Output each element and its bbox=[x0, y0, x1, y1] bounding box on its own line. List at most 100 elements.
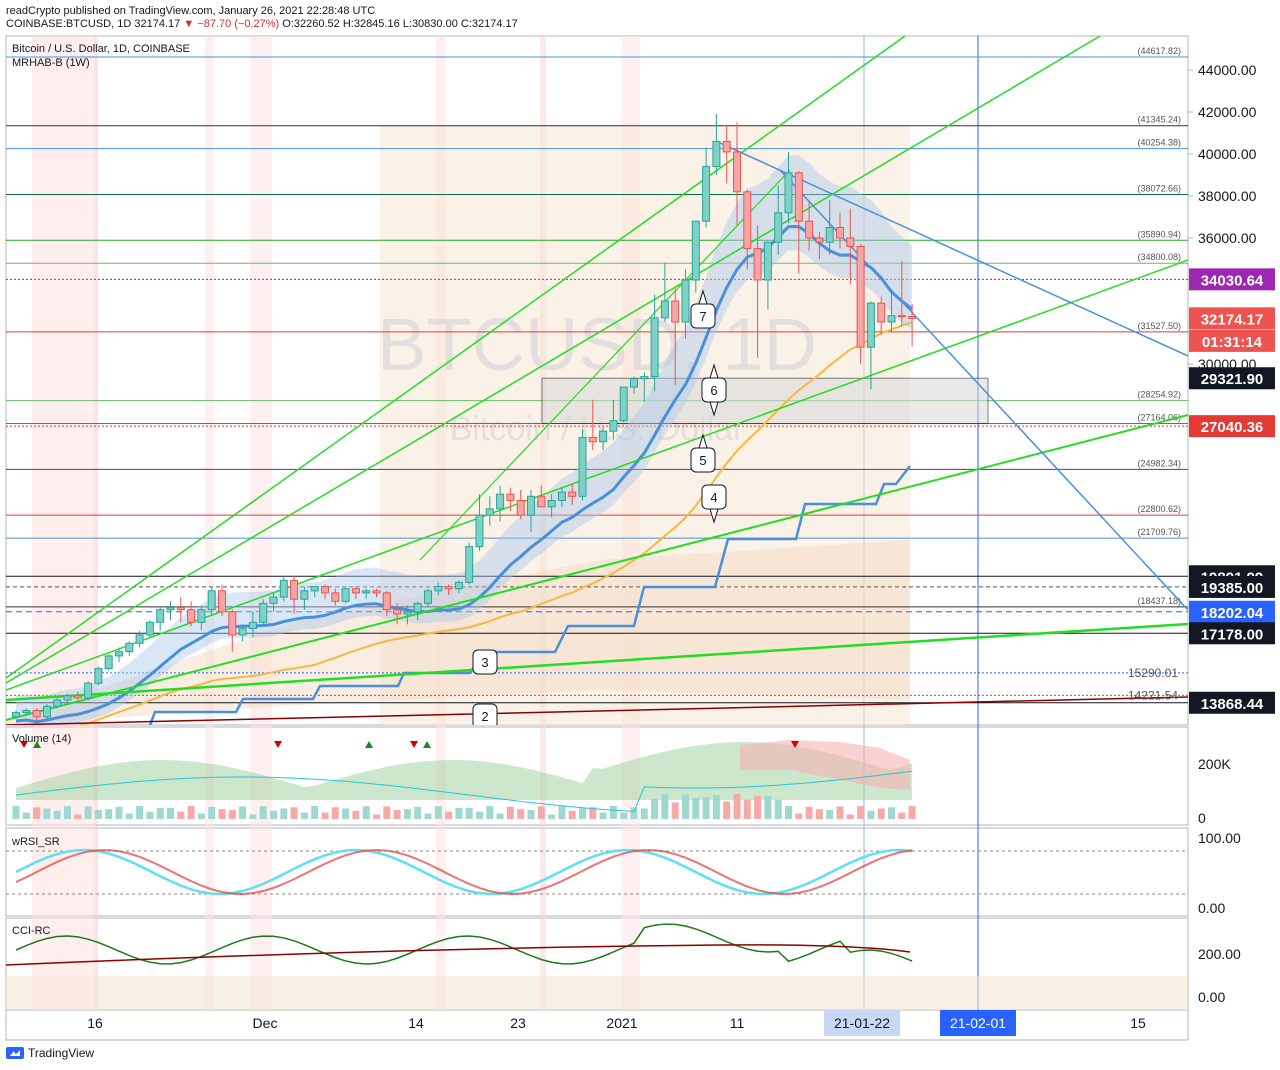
candle bbox=[331, 588, 340, 606]
x-tick-label: 15 bbox=[1130, 1015, 1146, 1031]
candle bbox=[578, 429, 587, 501]
candle-body bbox=[856, 245, 865, 348]
candle bbox=[32, 708, 41, 721]
chart-title: Bitcoin / U.S. Dollar, 1D, COINBASE bbox=[12, 43, 190, 55]
volume-bar bbox=[754, 795, 762, 819]
candle-body bbox=[568, 491, 577, 497]
candle bbox=[84, 681, 93, 700]
volume-axis-label: 200K bbox=[1198, 756, 1231, 772]
highlight-band bbox=[94, 36, 98, 1010]
candle bbox=[753, 225, 762, 358]
candle bbox=[815, 231, 824, 259]
price-level-label: (31527.50) bbox=[1137, 321, 1181, 331]
candle bbox=[908, 304, 917, 347]
volume-bar bbox=[259, 806, 267, 819]
volume-bar bbox=[692, 797, 700, 819]
price-tag-label: 29321.90 bbox=[1201, 371, 1264, 388]
volume-bar bbox=[620, 812, 628, 819]
volume-bar bbox=[239, 806, 247, 819]
candle bbox=[619, 386, 628, 425]
price-level-label: (28254.92) bbox=[1137, 390, 1181, 400]
candle-body bbox=[393, 609, 402, 615]
volume-bar bbox=[43, 808, 51, 819]
candle bbox=[115, 647, 123, 663]
candle bbox=[794, 170, 803, 274]
candle bbox=[516, 490, 525, 520]
candle bbox=[691, 220, 700, 293]
trend-line bbox=[6, 696, 1188, 725]
candle-body bbox=[73, 695, 82, 699]
trend-line bbox=[6, 36, 906, 679]
publish-line: readCrypto published on TradingView.com,… bbox=[6, 5, 376, 17]
x-tick-label: Dec bbox=[253, 1015, 278, 1031]
tradingview-logo-icon bbox=[6, 1047, 24, 1059]
candle-body bbox=[238, 628, 247, 636]
volume-bar bbox=[609, 806, 617, 819]
volume-bar bbox=[548, 814, 556, 819]
candle bbox=[609, 399, 618, 440]
wave-label-text: 3 bbox=[481, 655, 488, 670]
ma-line-orange bbox=[76, 321, 913, 725]
symbol-label[interactable]: COINBASE:BTCUSD, 1D bbox=[6, 18, 132, 30]
volume-bar bbox=[393, 809, 401, 819]
y-tick-label: 38000.00 bbox=[1198, 188, 1257, 204]
indicator-label: MRHAB-B (1W) bbox=[12, 57, 90, 69]
price-tag bbox=[1189, 415, 1275, 438]
candle-body bbox=[743, 191, 752, 250]
candle bbox=[805, 202, 814, 251]
candle-body bbox=[321, 586, 329, 594]
wave-label-7: 7 bbox=[690, 289, 716, 329]
consolidation-box bbox=[541, 377, 989, 425]
candle bbox=[496, 485, 505, 522]
signal-arrow bbox=[423, 741, 431, 748]
price-level-label: (18437.18) bbox=[1137, 596, 1181, 606]
volume-bar bbox=[661, 794, 669, 819]
candle-body bbox=[362, 590, 371, 594]
tradingview-footer[interactable]: TradingView bbox=[6, 1046, 94, 1060]
candle-body bbox=[218, 590, 226, 613]
volume-bar bbox=[589, 807, 597, 819]
candle-body bbox=[351, 588, 360, 594]
price-tag bbox=[1189, 367, 1275, 390]
candle bbox=[42, 704, 51, 719]
candle-body bbox=[259, 602, 268, 623]
candle-body bbox=[753, 248, 762, 281]
candle bbox=[362, 588, 371, 600]
volume-bar bbox=[331, 807, 339, 819]
volume-bar bbox=[424, 813, 432, 819]
price-tag-label: 18202.04 bbox=[1201, 605, 1264, 622]
highlight-band bbox=[32, 36, 94, 1010]
x-tick-highlight bbox=[940, 1010, 1016, 1036]
candle bbox=[22, 708, 31, 715]
candle-body bbox=[691, 220, 700, 281]
ma-line-blue bbox=[15, 225, 914, 724]
candle bbox=[856, 244, 865, 364]
volume-bar bbox=[898, 812, 906, 819]
candle-body bbox=[527, 495, 535, 516]
candle-body bbox=[475, 514, 484, 548]
candle bbox=[218, 584, 226, 616]
candle-body bbox=[712, 140, 721, 168]
volume-bar bbox=[527, 809, 535, 819]
wave-pointer bbox=[709, 508, 719, 524]
wave-label-6: 6 bbox=[701, 363, 727, 417]
volume-bar bbox=[208, 806, 216, 819]
candle bbox=[341, 586, 350, 604]
wave-label-text: 6 bbox=[710, 383, 717, 398]
candle-body bbox=[424, 590, 432, 604]
highlight-band bbox=[250, 36, 272, 1010]
volume-bar bbox=[815, 809, 823, 819]
candle bbox=[145, 620, 154, 637]
x-tick-label: 2021 bbox=[606, 1015, 637, 1031]
candle-body bbox=[578, 437, 587, 497]
candle-body bbox=[877, 302, 886, 323]
candle-body bbox=[145, 621, 154, 636]
x-tick-highlight bbox=[824, 1010, 900, 1036]
volume-bar bbox=[383, 806, 391, 819]
x-tick-label: 21-01-22 bbox=[834, 1015, 890, 1031]
candle bbox=[125, 641, 134, 656]
last-price: 32174.17 bbox=[134, 18, 181, 30]
candle-body bbox=[279, 579, 288, 598]
volume-bar bbox=[599, 812, 607, 819]
